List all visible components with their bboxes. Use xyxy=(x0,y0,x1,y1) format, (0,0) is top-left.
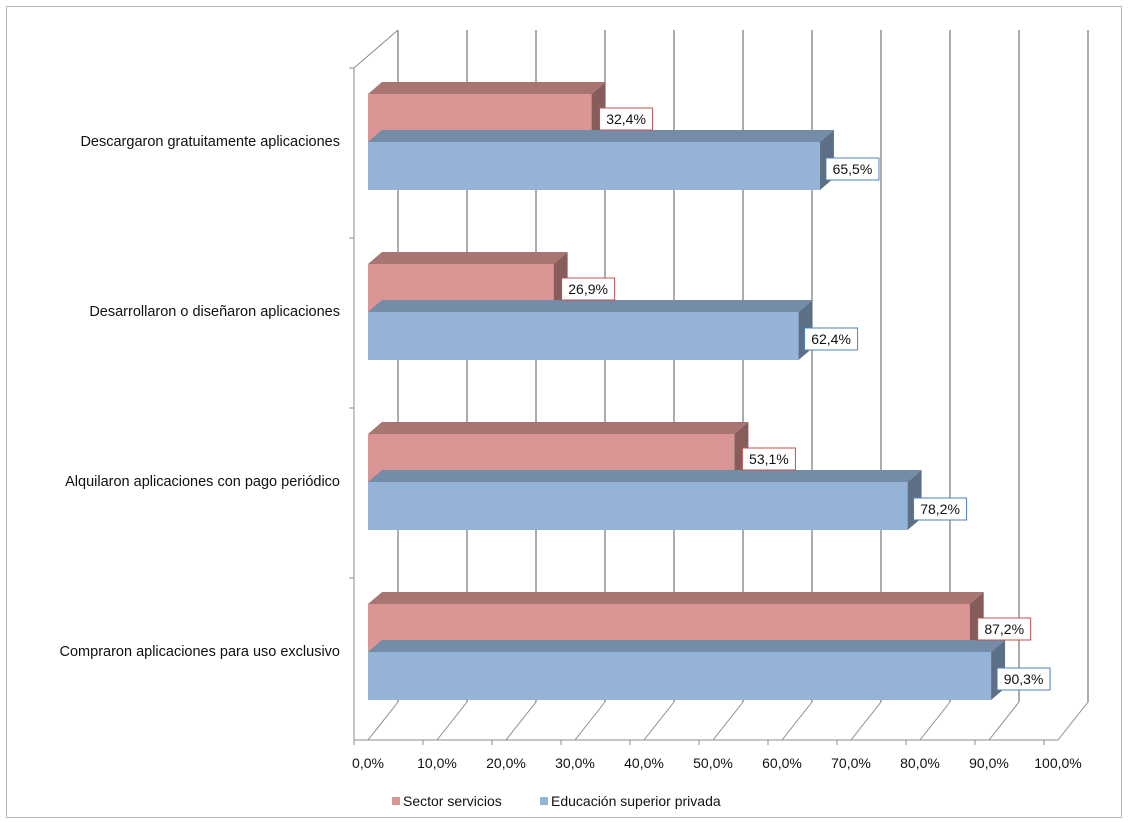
data-label: 87,2% xyxy=(984,621,1024,637)
category-label: Desarrollaron o diseñaron aplicaciones xyxy=(89,304,340,320)
floor-line xyxy=(988,701,1020,741)
data-label-box xyxy=(913,497,968,521)
data-label-box xyxy=(561,277,616,301)
x-tick-labels: 0,0% 10,0% 20,0% 30,0% 40,0% 50,0% 60,0% 70,0% 8… xyxy=(352,755,1082,771)
floor-line xyxy=(643,701,675,741)
x-tick-label: 10,0% xyxy=(417,755,457,771)
data-label-box xyxy=(996,667,1051,691)
bar xyxy=(368,312,799,360)
data-label: 53,1% xyxy=(749,451,789,467)
bar-top-face xyxy=(368,300,813,312)
data-label-box xyxy=(741,447,796,471)
category-label: Alquilaron aplicaciones con pago periódi… xyxy=(65,474,340,490)
x-tick-label: 30,0% xyxy=(555,755,595,771)
data-label: 26,9% xyxy=(568,281,608,297)
floor-line xyxy=(712,701,744,741)
data-label: 65,5% xyxy=(833,161,873,177)
bar-top-face xyxy=(368,252,568,264)
floor-line xyxy=(367,701,399,741)
floor-line xyxy=(436,701,468,741)
floor-line xyxy=(850,701,882,741)
bar-top-face xyxy=(368,82,606,94)
legend-label: Educación superior privada xyxy=(551,793,721,809)
x-tick-label: 0,0% xyxy=(352,755,384,771)
x-tick-label: 20,0% xyxy=(486,755,526,771)
axes xyxy=(349,29,1058,745)
bar-top-face xyxy=(368,470,922,482)
floor-line xyxy=(1057,701,1089,741)
x-tick-label: 90,0% xyxy=(969,755,1009,771)
x-tick-label: 80,0% xyxy=(900,755,940,771)
x-tick-label: 60,0% xyxy=(762,755,802,771)
bar-top-face xyxy=(368,640,1006,652)
bar-top-face xyxy=(368,130,834,142)
legend-label: Sector servicios xyxy=(403,793,502,809)
category-label: Compraron aplicaciones para uso exclusiv… xyxy=(60,644,340,660)
data-labels: 32,4% 65,5% 26,9% 62,4% 53,1% 78,2% 87,2% 90,3% xyxy=(561,107,1051,691)
floor-line xyxy=(505,701,537,741)
data-label-box xyxy=(977,617,1032,641)
category-labels: Descargaron gratuitamente aplicaciones De… xyxy=(60,134,340,660)
floor-line xyxy=(781,701,813,741)
floor-line xyxy=(574,701,606,741)
x-tick-label: 100,0% xyxy=(1034,755,1081,771)
x-tick-label: 50,0% xyxy=(693,755,733,771)
category-label: Descargaron gratuitamente aplicaciones xyxy=(80,134,340,150)
bar-top-face xyxy=(368,592,984,604)
bar xyxy=(368,652,992,700)
data-label: 62,4% xyxy=(811,331,851,347)
data-label-box xyxy=(804,327,859,351)
bars xyxy=(368,82,1006,700)
bar-top-face xyxy=(368,422,749,434)
data-label: 90,3% xyxy=(1004,671,1044,687)
data-label: 32,4% xyxy=(606,111,646,127)
floor-line xyxy=(919,701,951,741)
legend-swatch xyxy=(392,797,400,805)
x-tick-label: 40,0% xyxy=(624,755,664,771)
bar xyxy=(368,482,908,530)
legend-swatch xyxy=(540,797,548,805)
data-label-box xyxy=(825,157,880,181)
y-axis-top xyxy=(353,29,399,69)
data-label: 78,2% xyxy=(920,501,960,517)
data-label-box xyxy=(599,107,654,131)
x-tick-label: 70,0% xyxy=(831,755,871,771)
legend: Sector servicios Educación superior priva… xyxy=(392,793,721,809)
bar xyxy=(368,142,820,190)
